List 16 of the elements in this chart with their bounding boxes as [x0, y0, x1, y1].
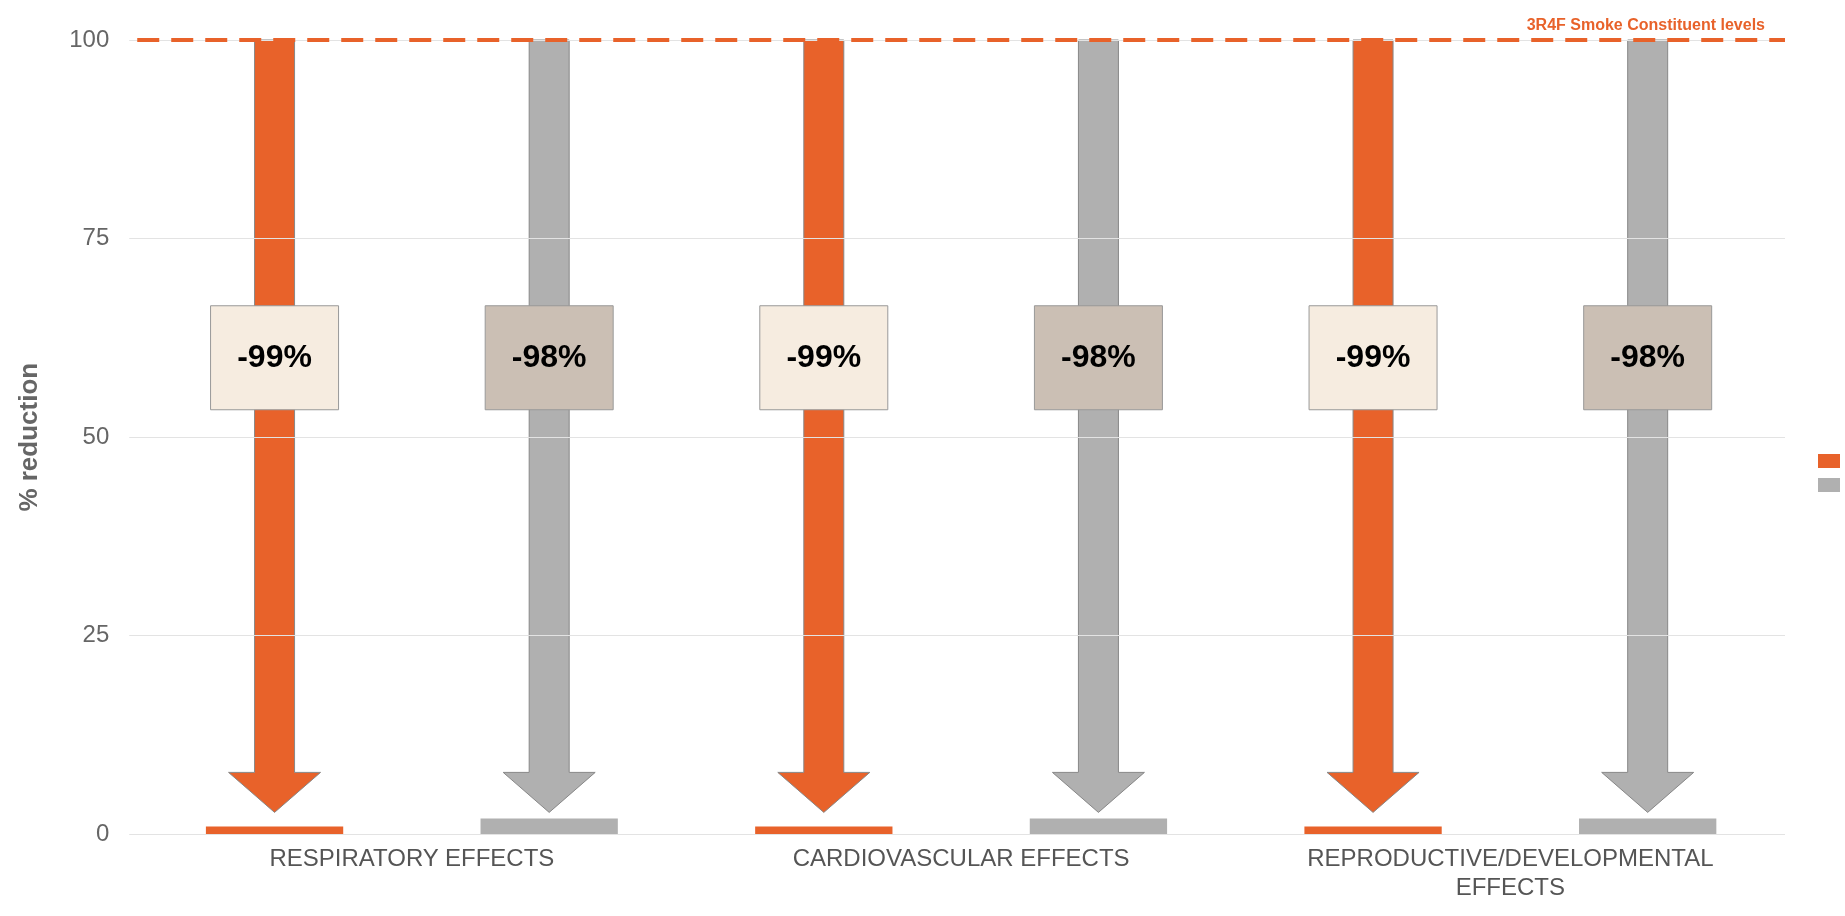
y-tick-label: 75 — [82, 223, 110, 251]
annotation: -99% — [1335, 337, 1411, 374]
annotation: -98% — [1610, 337, 1686, 374]
x-tick-label: CARDIOVASCULAR EFFECTS — [792, 844, 1130, 872]
y-tick-label: 25 — [82, 620, 110, 648]
annotation: -99% — [786, 337, 862, 374]
y-tick-label: 50 — [82, 421, 110, 449]
y-tick-label: 100 — [69, 24, 110, 52]
ref-line-label: 3R4F Smoke Constituent levels — [1526, 16, 1766, 34]
y-tick-label: 0 — [95, 819, 110, 847]
annotation: -98% — [1061, 337, 1136, 374]
y-axis-title: % reduction — [12, 362, 43, 512]
annotation: -99% — [237, 337, 312, 374]
x-tick-label: RESPIRATORY EFFECTS — [269, 844, 555, 872]
x-tick-label: REPRODUCTIVE/DEVELOPMENTAL EFFECTS — [1307, 844, 1714, 901]
annotation: -98% — [511, 337, 587, 374]
